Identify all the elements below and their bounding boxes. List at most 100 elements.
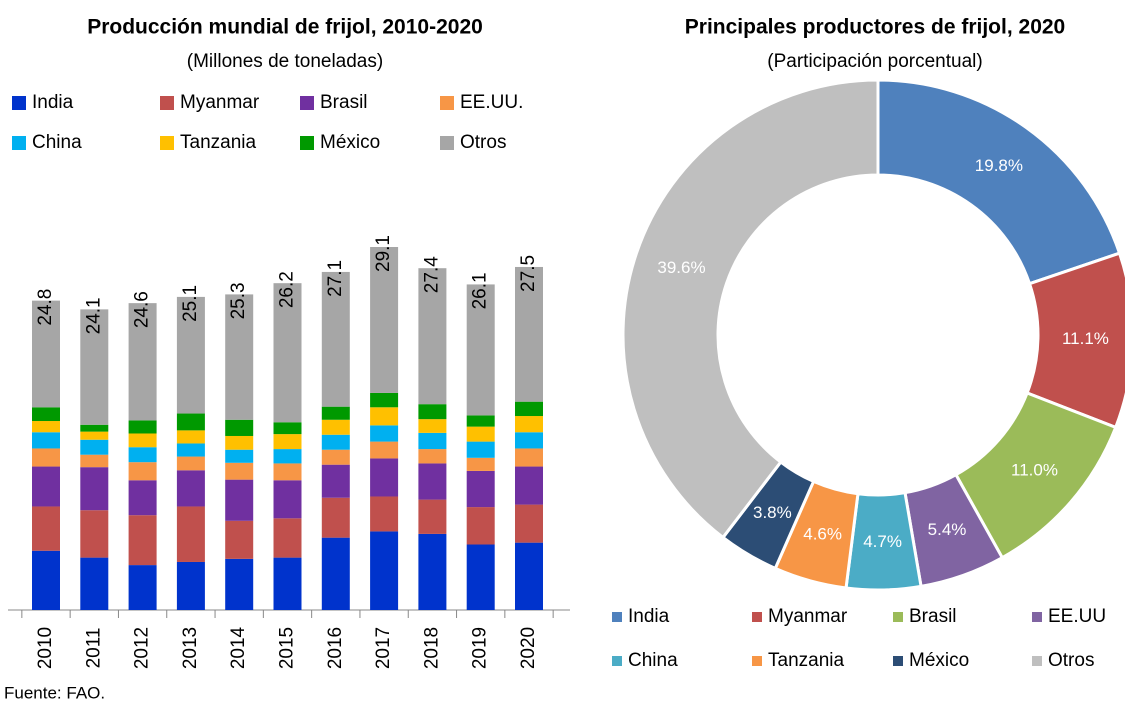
legend-label: México [909,650,969,671]
bar-segment [128,515,157,566]
bar-segment [515,504,543,543]
bar-segment [32,550,60,610]
bar-segment [80,439,109,455]
slice-label: 39.6% [657,258,705,277]
bar-segment [176,443,205,457]
bar-segment [515,448,543,467]
bar-segment [273,518,302,558]
bar-segment [321,497,350,538]
bar-segment [418,268,447,405]
bar-segment [273,557,302,610]
bar-segment [273,422,302,435]
x-tick-label: 2015 [277,627,298,669]
bar-segment [225,449,254,463]
legend-label: Brasil [909,606,957,627]
legend-swatch [440,96,454,110]
bar-segment [273,463,302,481]
legend-swatch [1032,612,1042,622]
bar-segment [176,506,205,562]
bar-segment [370,496,399,532]
bar-segment [128,433,157,448]
bar-segment [515,416,543,433]
bar-segment [80,510,109,558]
bar-segment [466,284,495,416]
bar-segment [515,401,543,417]
bar-segment [128,565,157,610]
legend-label: EE.UU [1048,606,1106,627]
bar-segment [466,441,495,458]
bar-segment [32,432,60,449]
legend-swatch [893,612,903,622]
total-label: 25.1 [180,285,201,322]
legend-label: China [628,650,678,671]
bar-segment [418,463,447,500]
bar-segment [128,420,157,434]
x-tick-label: 2020 [518,627,539,669]
slice-label: 4.7% [863,532,902,551]
bar-segment [466,507,495,545]
legend-swatch [1032,656,1042,666]
legend-label: Tanzania [180,132,256,153]
chart-title: Producción mundial de frijol, 2010-2020 [87,16,483,39]
legend-label: Brasil [320,92,368,113]
bar-segment [370,392,399,408]
pie-slice [621,78,880,540]
bar-segment [32,466,60,507]
x-tick-label: 2016 [325,627,346,669]
legend-swatch [752,656,762,666]
legend-label: India [628,606,670,627]
chart-subtitle: (Millones de toneladas) [187,51,383,72]
chart-subtitle: (Participación porcentual) [767,51,982,72]
legend-swatch [752,612,762,622]
bar-segment [128,480,157,516]
pie-slice [876,78,1122,286]
bar-segment [418,432,447,450]
legend-swatch [160,136,174,150]
legend-label: Myanmar [180,92,260,113]
bar-segment [370,531,399,610]
bar-segment [515,432,543,449]
bar-segment [321,419,350,435]
bar-segment [370,247,399,393]
bar-segment [466,470,495,508]
legend-swatch [612,656,622,666]
legend-swatch [12,96,26,110]
bar-segment [80,309,109,425]
bar-segment [418,419,447,433]
total-label: 25.3 [228,282,249,319]
legend-label: Tanzania [768,650,844,671]
bar-segment [128,447,157,463]
x-tick-label: 2012 [132,627,153,669]
bar-segment [225,520,254,559]
bar-segment [32,448,60,467]
bar-segment [466,457,495,471]
bar-segment [32,421,60,433]
bar-segment [128,303,157,421]
legend-label: México [320,132,380,153]
total-label: 24.8 [35,289,56,326]
bar-segment [466,415,495,427]
legend-swatch [300,136,314,150]
x-tick-label: 2011 [83,628,104,669]
slice-label: 19.8% [975,156,1023,175]
bar-segment [418,533,447,610]
slice-label: 11.1% [1062,329,1109,348]
bar-segment [32,407,60,422]
bar-segment [273,480,302,519]
bar-segment [176,413,205,431]
bar-segment [466,544,495,610]
total-label: 24.6 [132,291,153,328]
legend-swatch [12,136,26,150]
total-label: 27.4 [421,256,442,293]
bar-segment [80,431,109,440]
legend-label: Otros [460,132,506,153]
bar-segment [225,462,254,480]
bar-segment [273,283,302,423]
bar-segment [321,449,350,465]
bar-segment [273,449,302,464]
slice-label: 3.8% [753,503,792,522]
bar-segment [273,434,302,450]
legend-label: EE.UU. [460,92,523,113]
bar-segment [515,542,543,610]
bar-segment [321,464,350,498]
